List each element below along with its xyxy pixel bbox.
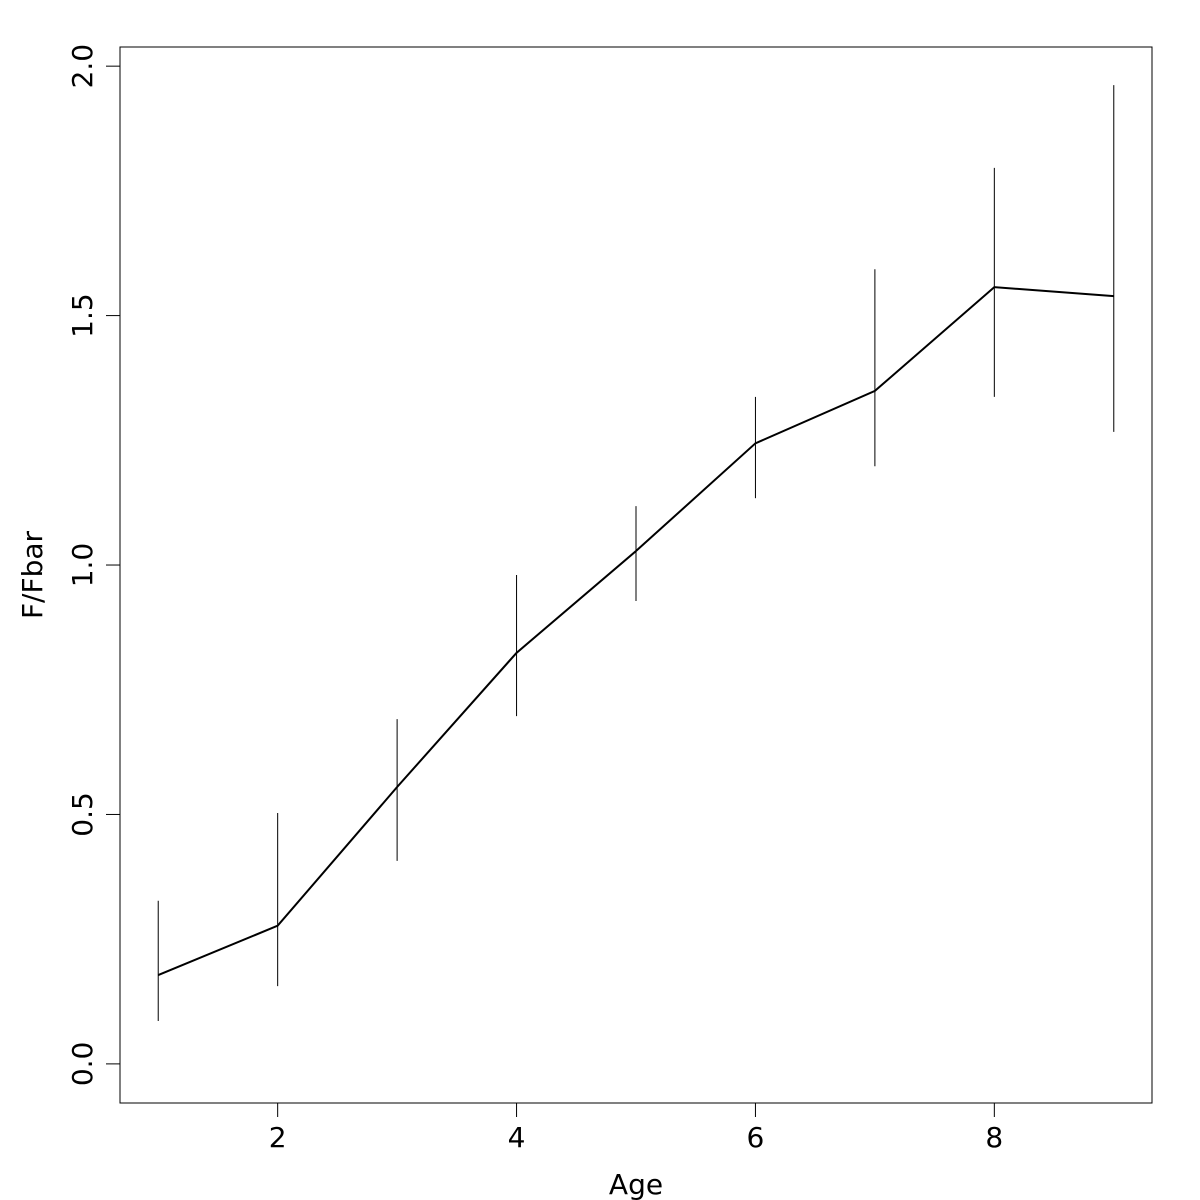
y-tick-label: 1.5 [66,293,99,338]
x-tick-label: 4 [508,1121,526,1154]
y-axis-title: F/Fbar [16,530,49,619]
x-tick-label: 8 [985,1121,1003,1154]
y-tick-label: 0.5 [66,792,99,837]
y-tick-label: 0.0 [66,1042,99,1087]
x-tick-label: 2 [269,1121,287,1154]
x-axis-title: Age [609,1168,663,1200]
data-line [157,286,1114,977]
plot-frame [119,46,1153,1104]
y-tick-label: 1.0 [66,543,99,588]
y-tick-label: 2.0 [66,44,99,89]
x-tick-label: 6 [747,1121,765,1154]
